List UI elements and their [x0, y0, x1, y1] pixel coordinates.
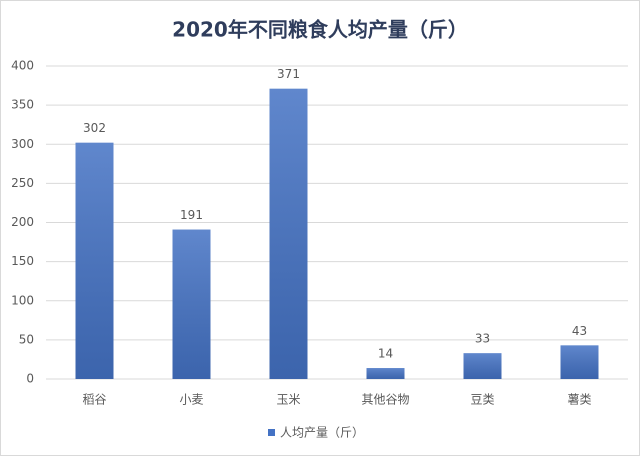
data-label: 371 — [277, 67, 300, 81]
data-label: 14 — [378, 347, 393, 361]
data-label: 191 — [180, 208, 203, 222]
x-tick-label: 其他谷物 — [361, 393, 409, 407]
x-tick-label: 薯类 — [567, 393, 591, 407]
bar — [269, 88, 308, 379]
data-label: 33 — [475, 332, 490, 346]
bar — [463, 353, 502, 379]
bar — [560, 345, 599, 379]
bar — [366, 368, 405, 379]
x-tick-label: 豆类 — [470, 393, 494, 407]
y-tick-label: 100 — [11, 293, 34, 307]
legend-label: 人均产量（斤） — [280, 426, 364, 440]
chart-title: 2020年不同粮食人均产量（斤） — [172, 18, 468, 42]
y-tick-label: 350 — [11, 98, 34, 112]
bar — [172, 229, 211, 379]
y-tick-label: 150 — [11, 254, 34, 268]
y-tick-label: 0 — [26, 372, 34, 386]
x-tick-label: 小麦 — [179, 393, 203, 407]
data-label: 43 — [572, 324, 587, 338]
y-tick-label: 250 — [11, 176, 34, 190]
y-tick-label: 200 — [11, 215, 34, 229]
bar — [75, 142, 114, 379]
legend-swatch — [268, 429, 275, 436]
x-tick-label: 稻谷 — [82, 393, 106, 407]
y-tick-label: 300 — [11, 137, 34, 151]
y-tick-label: 50 — [19, 332, 34, 346]
data-label: 302 — [83, 121, 106, 135]
x-tick-label: 玉米 — [276, 393, 300, 407]
y-tick-label: 400 — [11, 59, 34, 73]
